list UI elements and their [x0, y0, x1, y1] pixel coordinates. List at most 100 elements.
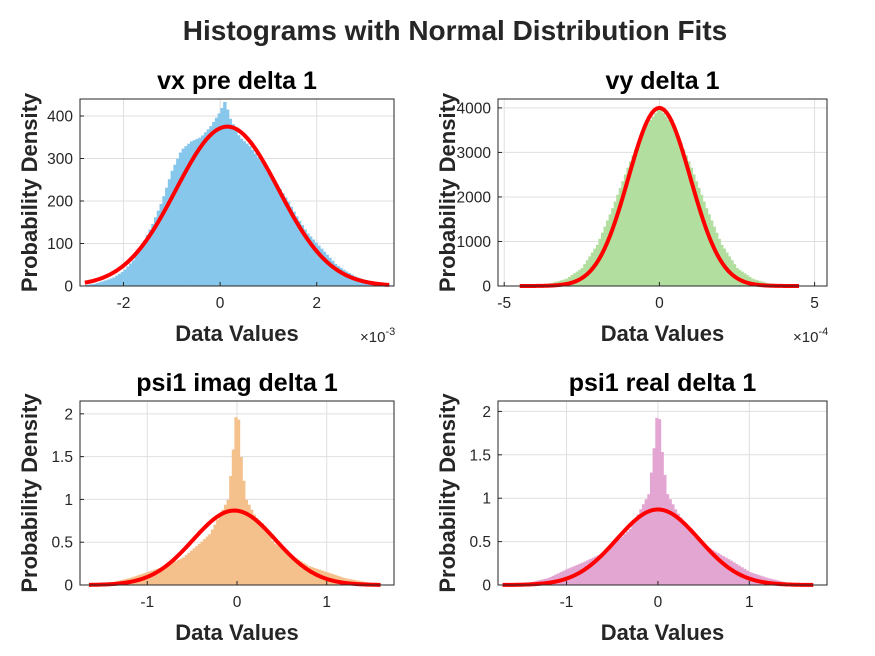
histogram-bar [654, 113, 658, 286]
normal-fit-curve [84, 124, 390, 287]
histogram-bar [322, 251, 327, 286]
x-tick-label: -1 [560, 594, 574, 611]
histogram-bar [716, 553, 720, 585]
histogram-bar [220, 108, 224, 286]
histogram-bar [214, 117, 219, 286]
histogram-bar [347, 273, 352, 286]
histogram-bar [687, 161, 691, 286]
histogram-bar [631, 524, 635, 585]
histogram-bar [123, 269, 127, 286]
histogram-bar [331, 260, 335, 286]
histogram-bar [239, 138, 244, 286]
y-tick-label: 1.5 [469, 447, 491, 464]
histogram-bar [148, 571, 152, 585]
histogram-bar [689, 532, 694, 585]
histogram-bar [173, 164, 177, 286]
x-exponent-base: ×10 [793, 329, 818, 346]
histogram-bar [229, 476, 233, 585]
histogram-bar [717, 238, 721, 286]
histogram-bar [244, 499, 249, 585]
histogram-bar [721, 556, 725, 585]
y-tick-label: 4000 [457, 100, 492, 117]
histogram-bar [702, 201, 706, 286]
histogram-bar [256, 157, 260, 286]
histogram-bar [259, 160, 263, 286]
y-tick-label: 0.5 [51, 535, 73, 552]
histogram-bar [162, 196, 166, 286]
histogram-bar [98, 282, 103, 286]
histogram-bar [628, 161, 633, 286]
x-exponent-power: -4 [818, 326, 828, 338]
y-tick-label: 1.5 [51, 449, 73, 466]
histogram-bar [628, 529, 632, 585]
normal-fit-curve [502, 507, 814, 587]
histogram-bar [626, 167, 630, 286]
histogram-bar [263, 526, 267, 585]
histogram-bar [621, 181, 625, 286]
x-exponent-power: -3 [385, 326, 395, 338]
x-tick-label: 5 [810, 295, 819, 312]
histogram-bar [90, 284, 94, 286]
y-axis-label: Probability Density [17, 92, 42, 292]
histogram-bar [667, 119, 671, 286]
subplot-title: vy delta 1 [606, 67, 720, 95]
histogram-bar [178, 152, 183, 286]
histogram-bar [659, 109, 663, 286]
y-tick-label: 0 [482, 578, 491, 595]
histogram-bar [217, 113, 221, 287]
histogram-bar [618, 187, 622, 286]
histogram-bar [672, 126, 676, 286]
histogram-bar [218, 514, 222, 585]
subplot-title: vx pre delta 1 [157, 67, 317, 95]
histogram-bar [260, 523, 264, 585]
histogram-bar [669, 123, 673, 286]
histogram-bar [234, 129, 238, 286]
x-exponent-label: ×10-4 [793, 326, 828, 346]
histogram-bar [697, 187, 701, 286]
histogram-bar [636, 143, 640, 286]
subplot-title: psi1 real delta 1 [569, 369, 757, 397]
histogram-bar [120, 271, 125, 286]
histogram-bar [317, 245, 321, 286]
histogram-bar [247, 504, 251, 585]
histogram-bar [606, 220, 610, 286]
histogram-bar [668, 499, 672, 585]
histogram-bar [210, 529, 215, 585]
histogram-bar [190, 550, 194, 585]
histogram-bar [189, 141, 194, 286]
histogram-bar [171, 562, 175, 585]
histogram-bar [93, 283, 97, 286]
histogram-bar [623, 534, 627, 585]
histogram-bar [283, 551, 288, 585]
histogram-bar [610, 545, 614, 585]
histogram-bar [644, 126, 648, 286]
histogram-bar [84, 284, 89, 286]
x-tick-label: 2 [312, 295, 321, 312]
histogram-bar [153, 217, 158, 286]
histogram-bar [682, 149, 686, 286]
histogram-bar [278, 547, 282, 585]
histogram-bar [126, 266, 130, 286]
histogram-bar [649, 119, 653, 286]
histogram-bar [203, 539, 207, 585]
histogram-bar [729, 560, 733, 585]
histogram-bar [87, 284, 91, 286]
histogram-bar [694, 181, 699, 286]
histogram-bar [604, 550, 609, 585]
histogram-bar [95, 283, 100, 286]
histogram-bar [264, 168, 269, 286]
histogram-bar [223, 504, 228, 585]
subplot-2: -5 0 5 0 1000 2000 3000 4000 ×10-4 vy delta 1 Data… [435, 67, 828, 346]
histogram-bar [743, 273, 747, 286]
histogram-bar [336, 266, 340, 286]
histogram-bar [270, 540, 275, 585]
normal-fit-curve [88, 508, 382, 587]
histogram-bar [228, 118, 233, 287]
axes-box [497, 98, 828, 287]
histogram-bar [104, 280, 108, 286]
histogram-bar [255, 518, 259, 585]
histogram-bar [137, 250, 141, 286]
histogram-bar [284, 197, 288, 286]
